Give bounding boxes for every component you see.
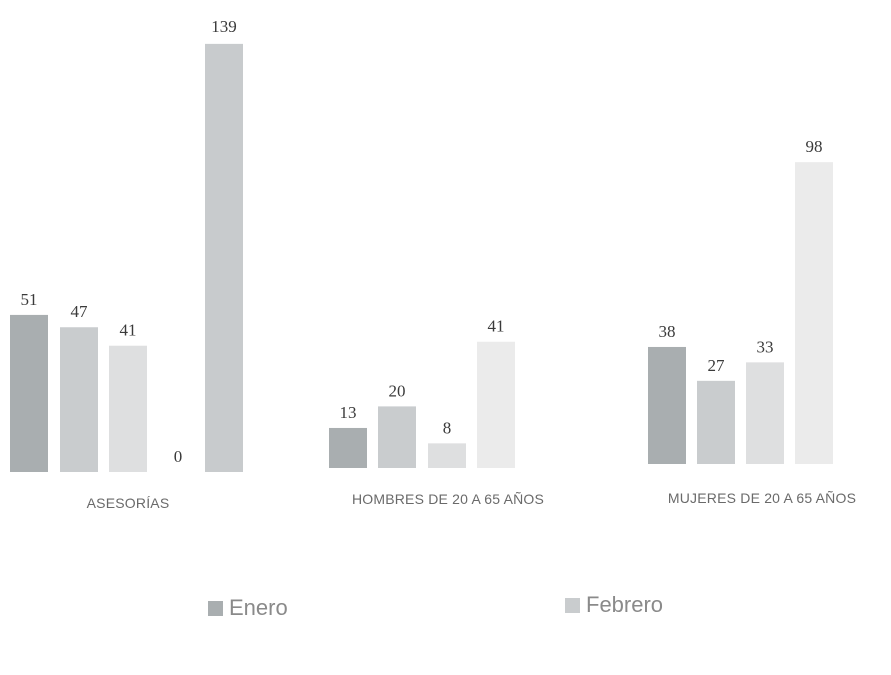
bar-hombres-2	[378, 406, 416, 468]
data-label-hombres-4: 41	[488, 317, 505, 336]
bar-mujeres-1	[648, 346, 686, 464]
legend-swatch-enero	[208, 600, 223, 616]
data-label-hombres-1: 13	[340, 403, 357, 422]
legend-label-enero: Enero	[229, 595, 288, 620]
category-label-hombres: HOMBRES DE 20 A 65 AÑOS	[352, 491, 544, 507]
bar-mujeres-4	[795, 162, 833, 464]
bar-asesorias-2	[60, 327, 98, 472]
data-label-mujeres-1: 38	[659, 322, 676, 341]
legend-swatch-febrero	[565, 597, 580, 613]
bars-layer	[10, 43, 833, 472]
legend-label-febrero: Febrero	[586, 592, 664, 617]
data-label-asesorias-4: 0	[174, 447, 183, 466]
bar-asesorias-3	[109, 345, 147, 472]
bar-mujeres-3	[746, 362, 784, 464]
data-label-mujeres-2: 27	[708, 356, 726, 375]
data-label-asesorias-5: 139	[211, 17, 237, 36]
bar-hombres-3	[428, 443, 466, 468]
data-label-mujeres-4: 98	[806, 137, 823, 156]
data-label-asesorias-2: 47	[71, 302, 89, 321]
category-label-asesorias: ASESORÍAS	[87, 495, 170, 511]
bar-asesorias-5	[205, 43, 243, 472]
data-label-hombres-2: 20	[389, 381, 406, 400]
bar-asesorias-1	[10, 314, 48, 472]
labels-layer: 51 47 41 0 13 20 8 41 38 27 33 98 139	[21, 17, 823, 466]
legend-item-febrero: Febrero	[565, 592, 663, 618]
legend-item-enero: Enero	[208, 595, 288, 621]
bar-mujeres-2	[697, 380, 735, 464]
category-label-mujeres: MUJERES DE 20 A 65 AÑOS	[668, 490, 856, 506]
bar-hombres-1	[329, 427, 367, 468]
data-label-asesorias-3: 41	[120, 321, 137, 340]
bar-hombres-4	[477, 341, 515, 468]
data-label-mujeres-3: 33	[757, 337, 774, 356]
data-label-asesorias-1: 51	[21, 290, 38, 309]
data-label-hombres-3: 8	[443, 418, 452, 437]
